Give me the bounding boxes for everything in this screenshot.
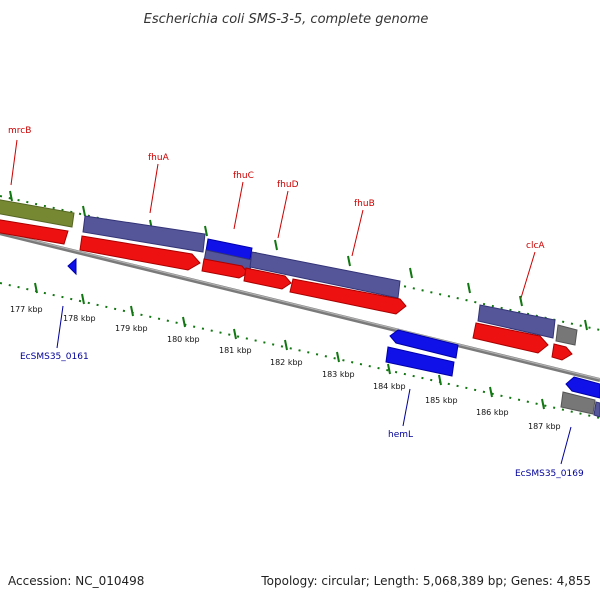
tick-label-182: 182 kbp <box>270 358 303 367</box>
cds-arrow-3[interactable] <box>201 258 249 279</box>
gene-label-hemL[interactable]: hemL <box>388 430 413 440</box>
tick-label-179: 179 kbp <box>115 324 148 333</box>
gene-label-fhuC[interactable]: fhuC <box>233 171 254 181</box>
tick-marks-outer <box>0 190 600 331</box>
genome-backbone <box>0 231 600 382</box>
gene-clcA[interactable] <box>477 304 556 339</box>
gene-label-mrcB[interactable]: mrcB <box>8 126 31 136</box>
gene-EcSMS35_0169[interactable] <box>560 391 596 415</box>
cds-arrow-7[interactable] <box>551 343 573 361</box>
tick-label-177: 177 kbp <box>10 305 43 314</box>
gene-label-fhuA[interactable]: fhuA <box>148 153 170 163</box>
tick-label-180: 180 kbp <box>167 335 200 344</box>
gene-purple-right[interactable] <box>593 401 600 418</box>
ruler-labels: 177 kbp 178 kbp 179 kbp 180 kbp 181 kbp … <box>10 305 561 431</box>
accession-text: Accession: NC_010498 <box>8 574 144 588</box>
gene-EcSMS35_0161[interactable] <box>67 257 77 276</box>
gene-gray-1[interactable] <box>555 324 578 346</box>
cds-arrow-4[interactable] <box>243 267 292 290</box>
cds-hemL[interactable] <box>385 346 455 377</box>
cds-arrow-5[interactable] <box>289 278 407 315</box>
tick-label-185: 185 kbp <box>425 396 458 405</box>
gene-hemL[interactable] <box>389 329 459 359</box>
gene-label-EcSMS35_0169[interactable]: EcSMS35_0169 <box>515 469 584 479</box>
gene-reverse-right[interactable] <box>565 376 600 399</box>
tick-label-181: 181 kbp <box>219 346 252 355</box>
tick-label-178: 178 kbp <box>63 314 96 323</box>
gene-label-clcA[interactable]: clcA <box>526 241 545 251</box>
gene-fhuB[interactable] <box>249 251 401 299</box>
gene-track-outer <box>0 199 578 346</box>
cds-arrow-1[interactable] <box>0 219 69 245</box>
cds-arrow-6[interactable] <box>472 322 549 354</box>
cds-track-outer <box>0 219 573 361</box>
gene-fhuA[interactable] <box>82 215 206 253</box>
gene-track-inner <box>67 257 600 418</box>
cds-arrow-2[interactable] <box>79 235 201 271</box>
leader-lines <box>10 139 572 465</box>
gene-label-fhuB[interactable]: fhuB <box>354 199 375 209</box>
tick-label-184: 184 kbp <box>373 382 406 391</box>
gene-mrcB[interactable] <box>0 199 75 228</box>
tick-label-186: 186 kbp <box>476 408 509 417</box>
tick-marks-inner <box>0 282 600 419</box>
tick-label-187: 187 kbp <box>528 422 561 431</box>
gene-label-EcSMS35_0161[interactable]: EcSMS35_0161 <box>20 352 89 362</box>
gene-labels: mrcB fhuA fhuC fhuD fhuB clcA EcSMS35_01… <box>8 126 584 479</box>
tick-label-183: 183 kbp <box>322 370 355 379</box>
gene-label-fhuD[interactable]: fhuD <box>277 180 299 190</box>
genome-info-text: Topology: circular; Length: 5,068,389 bp… <box>260 574 591 588</box>
map-title: Escherichia coli SMS-3-5, complete genom… <box>144 12 429 27</box>
